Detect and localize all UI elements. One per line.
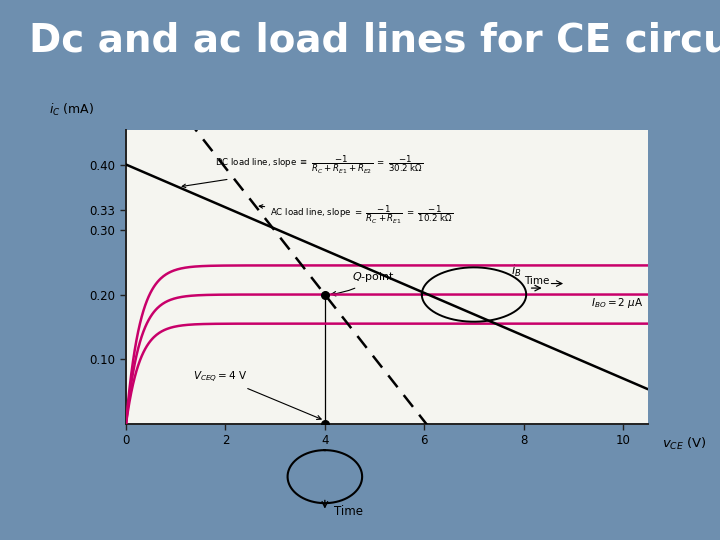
Text: $i_B$: $i_B$ (511, 263, 521, 279)
Text: Dc and ac load lines for CE circuit: Dc and ac load lines for CE circuit (29, 22, 720, 59)
X-axis label: $v_{CE}$ (V): $v_{CE}$ (V) (662, 436, 707, 452)
Text: DC load line, slope $\equiv$ $\dfrac{-1}{R_C+R_{E1}+R_{E2}}$ $=$ $\dfrac{-1}{30.: DC load line, slope $\equiv$ $\dfrac{-1}… (182, 154, 424, 187)
Text: $Q$-point: $Q$-point (331, 271, 395, 296)
Text: $V_{CEQ} = 4$ V: $V_{CEQ} = 4$ V (193, 369, 321, 420)
Text: Time: Time (523, 275, 549, 286)
Y-axis label: $i_C$ (mA): $i_C$ (mA) (48, 102, 94, 118)
Text: $I_{BO} = 2\ \mu$A: $I_{BO} = 2\ \mu$A (591, 296, 643, 310)
Text: AC load line, slope $=$ $\dfrac{-1}{R_C+R_{E1}}$ $=$ $\dfrac{-1}{10.2\ \mathrm{k: AC load line, slope $=$ $\dfrac{-1}{R_C+… (259, 204, 454, 226)
Text: Time: Time (334, 505, 363, 518)
